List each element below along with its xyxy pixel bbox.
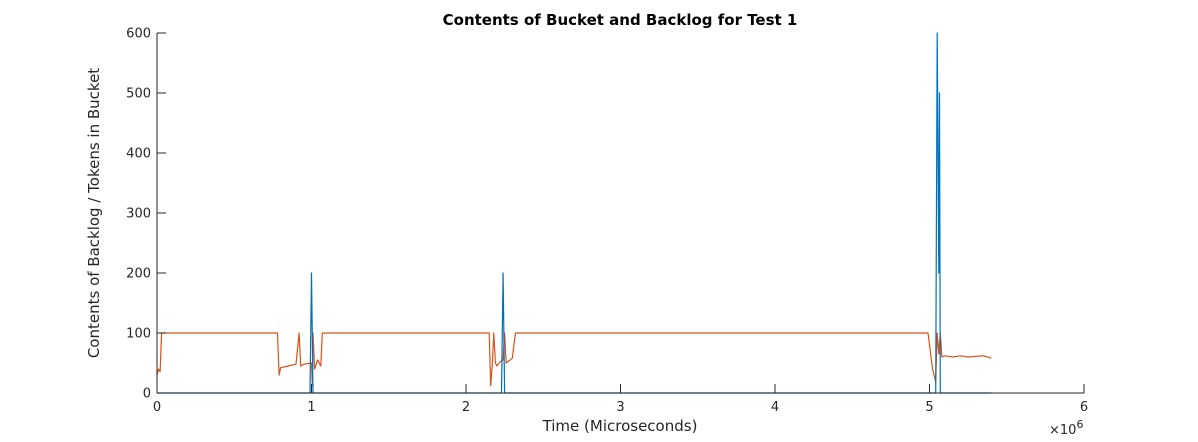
y-tick-label: 0	[143, 387, 151, 402]
x-exponent-power: 6	[1076, 418, 1083, 431]
plot-background	[157, 33, 1084, 393]
y-tick-label: 300	[126, 207, 151, 222]
x-tick-label: 3	[616, 400, 624, 415]
x-tick-label: 0	[153, 400, 161, 415]
chart-title: Contents of Bucket and Backlog for Test …	[443, 11, 798, 29]
x-exponent-label: ×106	[1049, 418, 1083, 438]
y-tick-label: 400	[126, 147, 151, 162]
y-tick-label: 200	[126, 267, 151, 282]
x-tick-label: 2	[462, 400, 470, 415]
x-axis-title: Time (Microseconds)	[542, 417, 698, 435]
y-tick-label: 500	[126, 87, 151, 102]
x-tick-label: 1	[307, 400, 315, 415]
y-tick-label: 100	[126, 327, 151, 342]
y-ticks: 0 100 200 300 400 500 600	[126, 27, 166, 402]
x-exponent-base: ×10	[1049, 423, 1076, 438]
y-tick-label: 600	[126, 27, 151, 42]
y-axis-title: Contents of Backlog / Tokens in Bucket	[85, 68, 103, 358]
x-tick-label: 4	[771, 400, 779, 415]
x-tick-label: 6	[1080, 400, 1088, 415]
x-tick-label: 5	[925, 400, 933, 415]
x-ticks: 0 1 2 3 4 5 6	[153, 384, 1088, 415]
